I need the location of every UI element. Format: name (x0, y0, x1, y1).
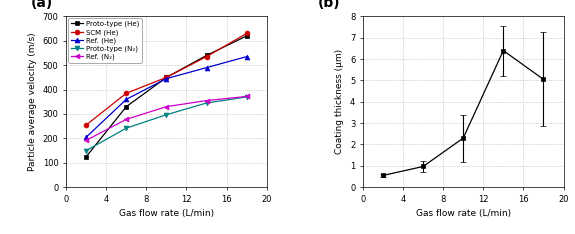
Text: (b): (b) (318, 0, 340, 10)
SCM (He) (243, 32, 250, 35)
Ref. (He) (83, 136, 90, 139)
Y-axis label: Particle average velocity (m/s): Particle average velocity (m/s) (28, 33, 37, 171)
SCM (He) (83, 124, 90, 126)
Proto-type (N₂) (203, 102, 210, 104)
Line: Ref. (N₂): Ref. (N₂) (84, 94, 249, 143)
Ref. (He) (203, 66, 210, 69)
Proto-type (He) (163, 76, 170, 79)
Y-axis label: Coating thickness (μm): Coating thickness (μm) (335, 49, 344, 154)
Ref. (N₂) (123, 118, 130, 121)
Ref. (N₂) (83, 139, 90, 142)
Ref. (He) (123, 98, 130, 101)
Ref. (N₂) (203, 99, 210, 102)
Legend: Proto-type (He), SCM (He), Ref. (He), Proto-type (N₂), Ref. (N₂): Proto-type (He), SCM (He), Ref. (He), Pr… (68, 18, 141, 63)
Ref. (He) (243, 55, 250, 58)
Line: Proto-type (He): Proto-type (He) (84, 33, 249, 159)
SCM (He) (203, 55, 210, 58)
Proto-type (He) (243, 34, 250, 37)
Proto-type (He) (123, 105, 130, 108)
Ref. (He) (163, 77, 170, 80)
Proto-type (He) (203, 54, 210, 57)
SCM (He) (163, 76, 170, 79)
Line: SCM (He): SCM (He) (84, 31, 249, 127)
Line: Proto-type (N₂): Proto-type (N₂) (84, 95, 249, 153)
X-axis label: Gas flow rate (L/min): Gas flow rate (L/min) (416, 209, 511, 218)
Ref. (N₂) (243, 95, 250, 98)
SCM (He) (123, 92, 130, 95)
Proto-type (N₂) (163, 113, 170, 116)
X-axis label: Gas flow rate (L/min): Gas flow rate (L/min) (119, 209, 214, 218)
Line: Ref. (He): Ref. (He) (84, 54, 249, 140)
Proto-type (He) (83, 155, 90, 158)
Ref. (N₂) (163, 105, 170, 108)
Proto-type (N₂) (83, 149, 90, 152)
Proto-type (N₂) (243, 95, 250, 98)
Text: (a): (a) (31, 0, 53, 10)
Proto-type (N₂) (123, 127, 130, 130)
